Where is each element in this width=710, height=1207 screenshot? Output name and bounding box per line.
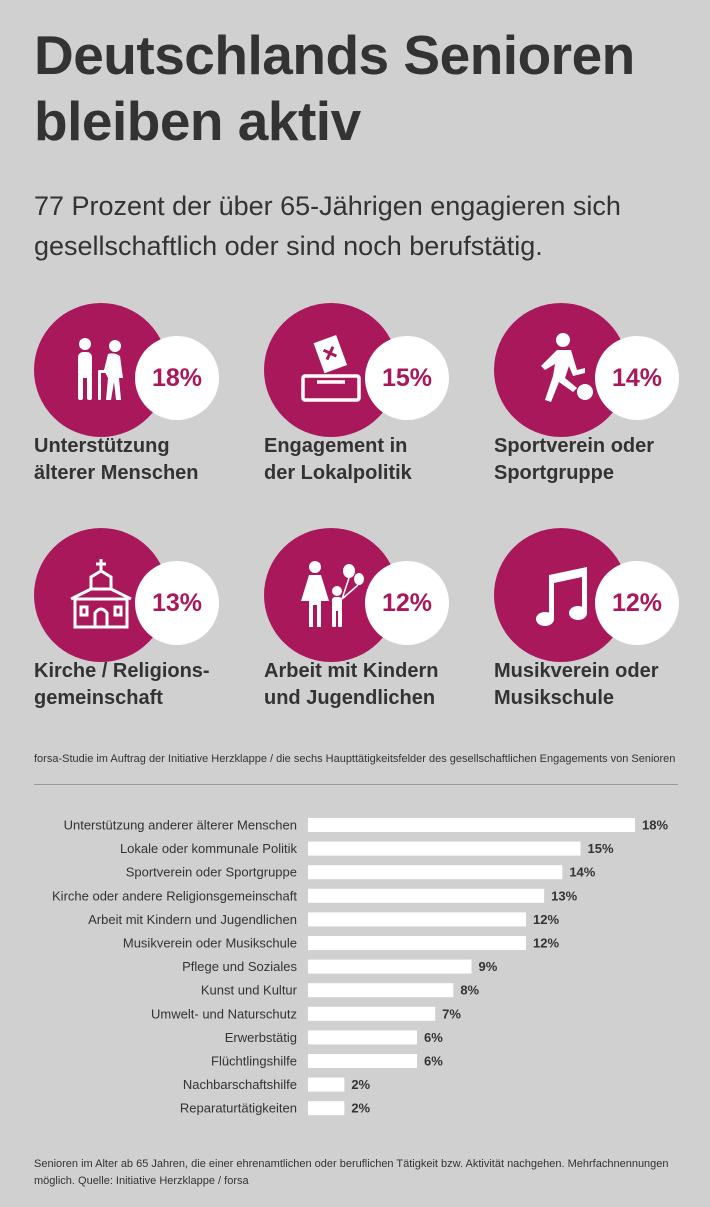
bar	[308, 959, 472, 974]
church-icon	[70, 559, 132, 629]
bar-category-label: Kirche oder andere Religionsgemeinschaft	[52, 888, 297, 903]
bar	[308, 936, 526, 950]
highlight-label: Kirche / Religions- gemeinschaft	[34, 660, 210, 709]
highlight-value: 12%	[595, 561, 679, 645]
highlight-tile-sports: 14% Sportverein oder Sportgruppe	[494, 303, 710, 503]
bar-value-label: 15%	[588, 841, 614, 856]
bar	[308, 1077, 345, 1092]
highlight-value: 18%	[135, 336, 219, 420]
bar-value-label: 14%	[569, 865, 595, 880]
elderly-people-icon	[78, 338, 123, 400]
highlight-tile-local-politics: 15% Engagement in der Lokalpolitik	[264, 303, 484, 503]
bar	[308, 1101, 345, 1116]
bar-category-label: Unterstützung anderer älterer Menschen	[64, 818, 297, 833]
bar-category-label: Erwerbstätig	[225, 1030, 297, 1045]
bar-category-label: Lokale oder kommunale Politik	[120, 841, 298, 856]
bar-chart: Unterstützung anderer älterer Menschen 18…	[52, 818, 668, 1116]
bar-value-label: 18%	[642, 818, 668, 833]
bar	[308, 1030, 417, 1045]
highlight-label: Musikverein oder Musikschule	[494, 660, 659, 709]
bar	[308, 983, 454, 998]
bar	[308, 818, 635, 832]
highlight-circle	[494, 303, 628, 437]
highlight-value: 13%	[135, 561, 219, 645]
page-subtitle: 77 Prozent der über 65-Jährigen engagier…	[34, 191, 621, 261]
bar-category-label: Musikverein oder Musikschule	[123, 936, 297, 951]
bar	[308, 888, 545, 903]
bar-value-label: 7%	[442, 1006, 461, 1021]
ballot-box-icon	[301, 334, 361, 402]
bar-value-label: 12%	[533, 936, 559, 951]
page-title: Deutschlands Senioren bleiben aktiv	[34, 24, 635, 152]
highlight-tile-church: 13% Kirche / Religions- gemeinschaft	[34, 528, 254, 728]
bar-value-label: 6%	[424, 1054, 443, 1069]
bar-category-label: Nachbarschaftshilfe	[183, 1077, 297, 1092]
highlight-value: 15%	[365, 336, 449, 420]
bar-value-label: 12%	[533, 912, 559, 927]
footnote: Senioren im Alter ab 65 Jahren, die eine…	[34, 1158, 669, 1187]
highlight-tile-children: 12% Arbeit mit Kindern und Jugendlichen	[264, 528, 484, 728]
highlight-label: Arbeit mit Kindern und Jugendlichen	[264, 660, 439, 709]
bar-category-label: Umwelt- und Naturschutz	[151, 1006, 297, 1021]
bar	[308, 865, 563, 880]
bar-value-label: 13%	[551, 888, 577, 903]
bar-value-label: 8%	[460, 983, 479, 998]
bar-value-label: 9%	[479, 959, 498, 974]
bar	[308, 912, 526, 927]
bar-category-label: Sportverein oder Sportgruppe	[126, 865, 297, 880]
bar-category-label: Reparaturtätigkeiten	[180, 1101, 297, 1116]
highlight-tile-music: 12% Musikverein oder Musikschule	[494, 528, 710, 728]
divider	[34, 784, 678, 785]
highlight-label: Engagement in der Lokalpolitik	[264, 435, 412, 484]
bar-category-label: Flüchtlingshilfe	[211, 1054, 297, 1069]
bar	[308, 1006, 436, 1021]
mother-child-balloons-icon	[301, 561, 364, 627]
highlight-value: 14%	[595, 336, 679, 420]
highlight-label: Sportverein oder Sportgruppe	[494, 435, 655, 484]
bar	[308, 1054, 417, 1068]
music-note-icon	[536, 567, 587, 626]
soccer-player-icon	[541, 333, 593, 402]
bar-category-label: Arbeit mit Kindern und Jugendlichen	[88, 912, 297, 927]
study-caption: forsa-Studie im Auftrag der Initiative H…	[34, 753, 676, 765]
highlight-label: Unterstützung älterer Menschen	[34, 435, 199, 484]
bar	[308, 841, 581, 856]
bar-value-label: 2%	[351, 1077, 370, 1092]
highlight-value: 12%	[365, 561, 449, 645]
bar-value-label: 2%	[351, 1101, 370, 1116]
highlight-tile-elderly-support: 18% Unterstützung älterer Menschen	[34, 303, 254, 503]
bar-category-label: Kunst und Kultur	[201, 983, 298, 998]
bar-value-label: 6%	[424, 1030, 443, 1045]
bar-category-label: Pflege und Soziales	[182, 959, 297, 974]
